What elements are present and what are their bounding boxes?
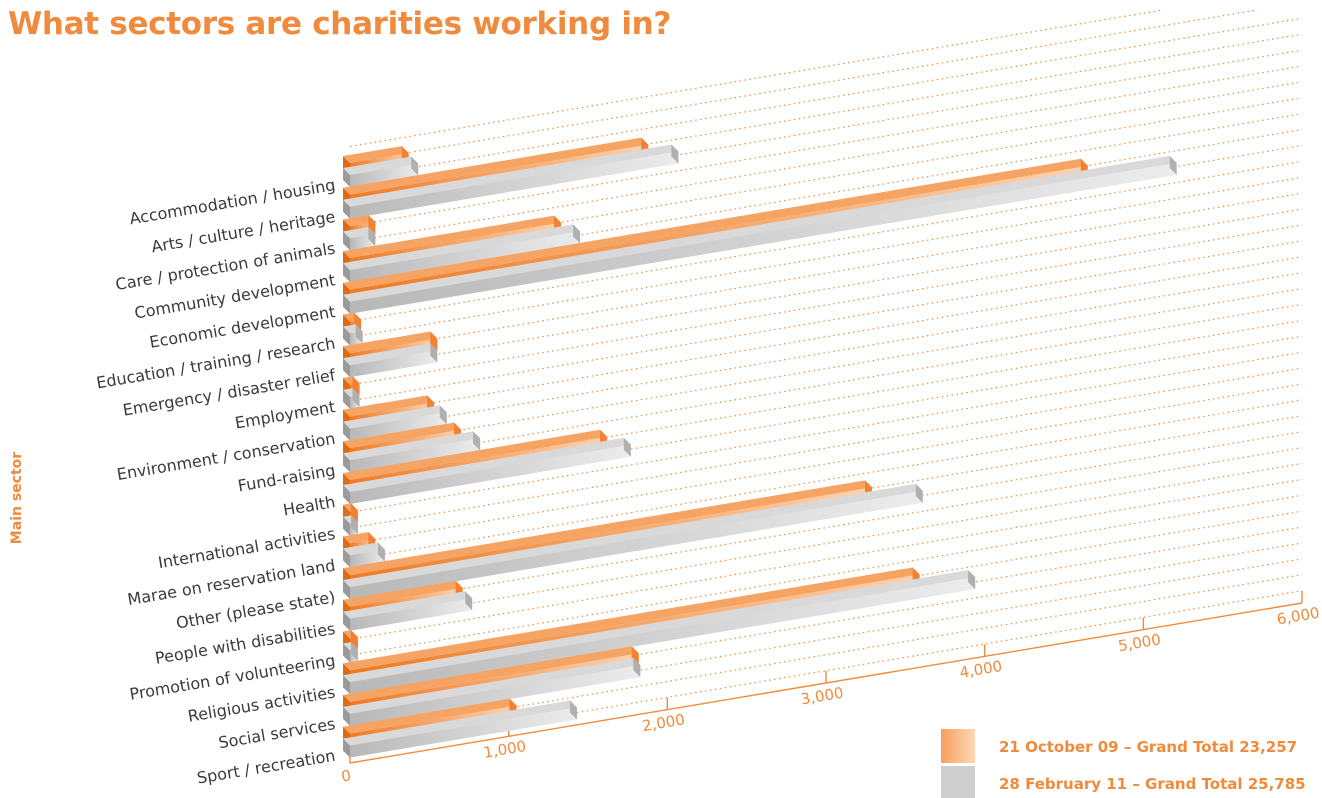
grid-line: [349, 383, 1303, 545]
x-tick-label: 0: [340, 766, 352, 785]
bar-2011: [343, 155, 1177, 314]
bar-2011: [343, 642, 358, 663]
grid-line: [349, 9, 1257, 163]
x-tick-label: 1,000: [482, 737, 527, 762]
category-label: Health: [282, 492, 337, 519]
grid-line: [349, 17, 1303, 179]
grid-line: [349, 192, 1303, 354]
grid-line: [349, 256, 1303, 418]
grid-line: [349, 462, 1303, 625]
x-tick-label: 6,000: [1276, 604, 1321, 629]
bar-2011: [343, 388, 360, 409]
grid-line: [349, 208, 1303, 370]
grid-line: [349, 272, 1303, 434]
grid-line: [349, 9, 1163, 148]
bar-2011: [343, 658, 641, 726]
bar-2011: [343, 405, 447, 441]
bar-2011: [343, 700, 577, 758]
grid-line: [349, 81, 1303, 243]
grid-line: [349, 447, 1303, 609]
category-label: Sport / recreation: [196, 746, 337, 788]
category-label: Social services: [217, 714, 337, 752]
grid-line: [349, 478, 1303, 640]
bar-2011: [343, 156, 419, 187]
category-label: Fund-raising: [236, 461, 336, 496]
bar-2011: [343, 591, 473, 631]
bar-2011: [343, 144, 679, 219]
bar-2011: [343, 437, 631, 504]
category-label: Employment: [234, 397, 337, 432]
legend-swatch-series-1: [941, 729, 975, 763]
x-tick-label: 4,000: [958, 657, 1003, 682]
grid-line: [349, 303, 1303, 466]
grid-line: [349, 65, 1303, 227]
bar-2011: [343, 431, 481, 473]
x-tick-label: 3,000: [800, 684, 845, 709]
bar-2011: [343, 483, 923, 600]
bars: [343, 137, 1177, 758]
grid-line: [349, 176, 1303, 338]
bar-2011: [343, 324, 363, 346]
chart-title: What sectors are charities working in?: [8, 6, 672, 42]
legend: 21 October 09 – Grand Total 23,257 28 Fe…: [941, 729, 1306, 798]
grid-line: [349, 494, 1303, 656]
bar-2011: [343, 227, 376, 251]
grid-line: [349, 399, 1303, 561]
grid-line: [349, 367, 1303, 529]
legend-swatch-series-2: [941, 766, 975, 798]
x-tick-label: 2,000: [641, 710, 686, 735]
legend-label-series-2: 28 February 11 – Grand Total 25,785: [999, 775, 1306, 793]
grid-line: [349, 288, 1303, 450]
legend-label-series-1: 21 October 09 – Grand Total 23,257: [999, 738, 1297, 756]
y-axis-title: Main sector: [9, 452, 25, 544]
grid-line: [349, 224, 1303, 386]
grid-line: [349, 351, 1303, 513]
bar-2011: [343, 224, 581, 283]
x-tick-label: 5,000: [1117, 630, 1162, 655]
bar-2011: [343, 343, 438, 378]
grid-line: [349, 160, 1303, 322]
grid-line: [349, 240, 1303, 402]
bar-2011: [343, 570, 976, 695]
bar-2011: [343, 515, 358, 536]
